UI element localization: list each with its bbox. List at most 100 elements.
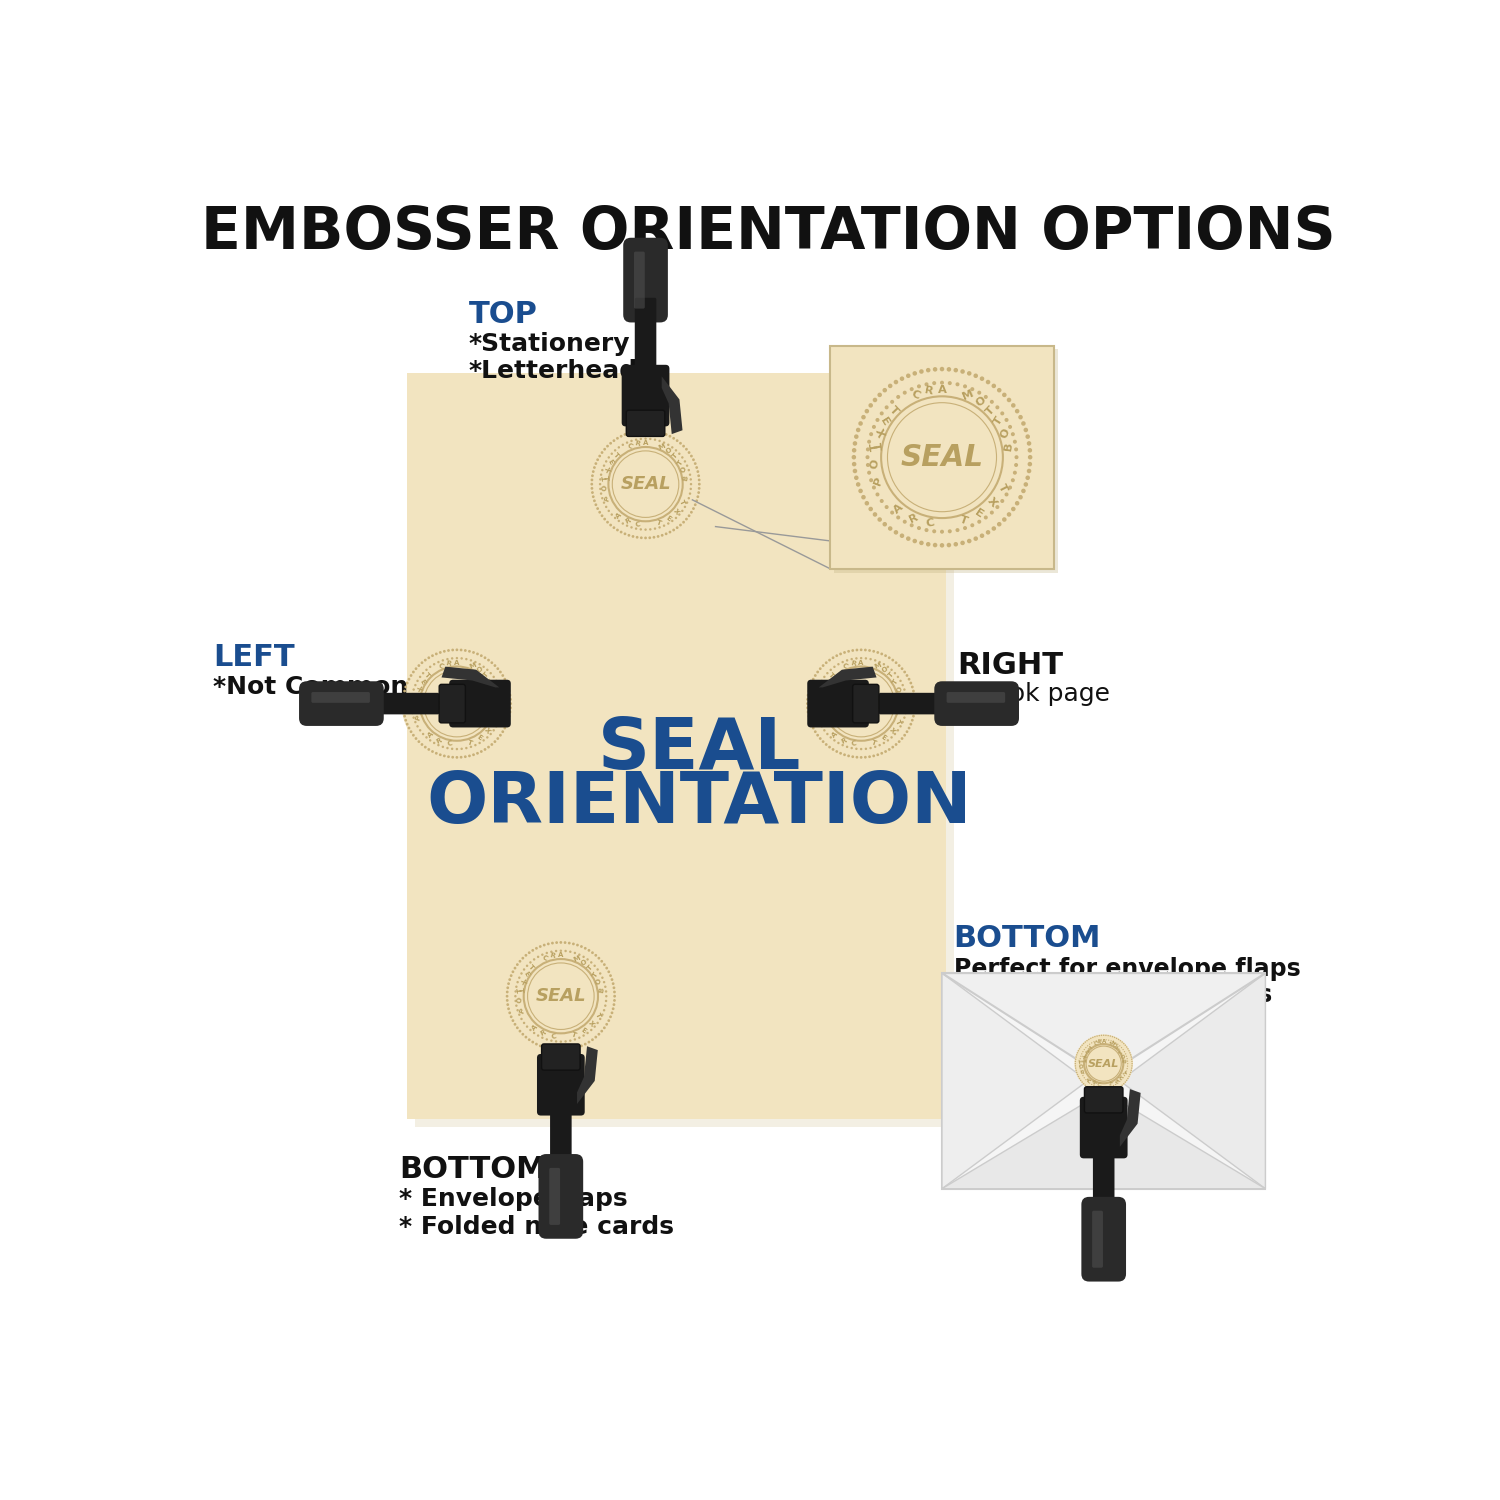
Text: R: R — [435, 736, 442, 744]
Circle shape — [604, 506, 608, 509]
Circle shape — [526, 1026, 528, 1028]
FancyBboxPatch shape — [1094, 1146, 1114, 1210]
Circle shape — [430, 750, 433, 753]
Circle shape — [504, 678, 506, 681]
Circle shape — [807, 711, 810, 714]
Circle shape — [456, 648, 459, 651]
Circle shape — [486, 736, 489, 738]
Circle shape — [519, 960, 522, 963]
Circle shape — [821, 724, 824, 728]
Circle shape — [480, 654, 483, 657]
Circle shape — [914, 711, 915, 714]
Circle shape — [894, 742, 897, 746]
Circle shape — [413, 717, 416, 718]
Circle shape — [827, 672, 828, 675]
Circle shape — [514, 994, 516, 998]
Circle shape — [513, 966, 516, 969]
Circle shape — [906, 537, 910, 542]
Circle shape — [414, 668, 417, 670]
Circle shape — [408, 678, 411, 681]
Circle shape — [815, 674, 816, 676]
Circle shape — [509, 978, 512, 981]
Circle shape — [1022, 489, 1026, 494]
Text: X: X — [519, 978, 526, 986]
Circle shape — [568, 942, 570, 945]
Circle shape — [524, 969, 525, 970]
Text: O: O — [596, 978, 603, 986]
Circle shape — [904, 712, 908, 714]
Circle shape — [920, 369, 924, 374]
Circle shape — [465, 747, 468, 750]
Circle shape — [602, 470, 603, 471]
Circle shape — [632, 536, 634, 538]
Circle shape — [506, 681, 509, 684]
Text: T: T — [678, 500, 686, 507]
Circle shape — [926, 368, 930, 372]
Circle shape — [538, 945, 542, 948]
FancyBboxPatch shape — [627, 410, 664, 436]
Circle shape — [855, 657, 858, 660]
Circle shape — [810, 723, 813, 726]
Circle shape — [564, 1040, 567, 1042]
Circle shape — [440, 753, 441, 756]
Circle shape — [933, 543, 938, 548]
Circle shape — [441, 658, 444, 662]
Circle shape — [879, 500, 884, 502]
Circle shape — [492, 675, 495, 678]
Circle shape — [669, 435, 672, 438]
Text: T: T — [602, 476, 609, 480]
Text: T: T — [528, 964, 536, 972]
Circle shape — [824, 675, 825, 678]
Circle shape — [940, 530, 944, 534]
Circle shape — [847, 754, 850, 758]
Text: M: M — [468, 662, 477, 670]
Circle shape — [906, 730, 909, 734]
Circle shape — [612, 987, 615, 988]
Circle shape — [406, 681, 408, 684]
Circle shape — [436, 662, 439, 663]
Circle shape — [1023, 482, 1028, 486]
Text: B: B — [598, 987, 604, 993]
Circle shape — [560, 940, 562, 944]
Circle shape — [604, 986, 606, 988]
Circle shape — [468, 650, 471, 652]
Circle shape — [686, 465, 688, 466]
Text: T: T — [518, 987, 524, 993]
Circle shape — [435, 752, 438, 754]
Circle shape — [413, 688, 416, 692]
Circle shape — [1028, 441, 1032, 446]
Circle shape — [897, 729, 898, 732]
Circle shape — [1028, 454, 1032, 459]
Circle shape — [903, 717, 906, 718]
Circle shape — [879, 411, 884, 416]
Text: R: R — [634, 441, 640, 447]
Circle shape — [618, 446, 620, 448]
Circle shape — [910, 686, 914, 688]
Circle shape — [596, 507, 598, 510]
Circle shape — [610, 978, 614, 981]
Text: T: T — [958, 514, 969, 526]
Circle shape — [476, 652, 478, 656]
Circle shape — [578, 954, 580, 956]
Circle shape — [948, 530, 952, 534]
Text: E: E — [664, 514, 672, 522]
Circle shape — [639, 438, 642, 440]
Circle shape — [956, 528, 960, 532]
Circle shape — [626, 441, 628, 444]
Circle shape — [404, 690, 406, 693]
Circle shape — [501, 730, 504, 734]
Circle shape — [850, 366, 1034, 548]
Circle shape — [592, 495, 594, 498]
Circle shape — [478, 742, 482, 744]
Text: T: T — [828, 672, 836, 680]
Circle shape — [504, 726, 506, 729]
Circle shape — [572, 1047, 574, 1050]
Circle shape — [675, 448, 676, 452]
Circle shape — [468, 754, 471, 758]
Text: SEAL: SEAL — [536, 987, 586, 1005]
Circle shape — [1007, 398, 1011, 402]
Text: T: T — [594, 1011, 602, 1019]
Circle shape — [807, 694, 810, 696]
Circle shape — [861, 495, 865, 500]
Circle shape — [662, 432, 663, 435]
